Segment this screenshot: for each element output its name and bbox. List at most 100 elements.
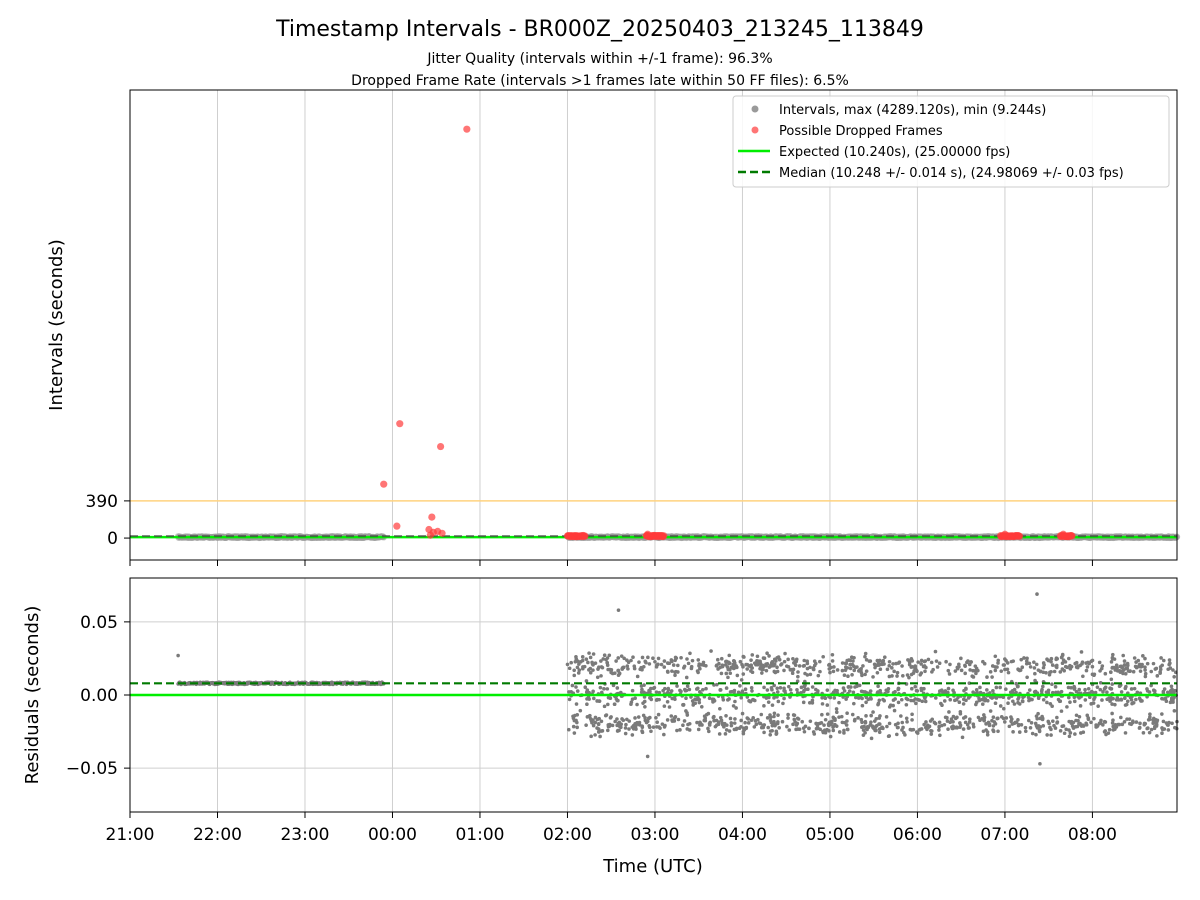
residual-point <box>778 685 783 690</box>
residual-point <box>717 732 722 736</box>
residual-point <box>575 712 580 717</box>
residual-point <box>769 720 774 725</box>
residual-point <box>727 729 732 733</box>
residual-point <box>791 656 795 661</box>
residual-point <box>1143 671 1148 676</box>
residual-point <box>794 659 799 664</box>
residual-point <box>825 727 829 732</box>
residual-point <box>782 696 786 701</box>
residual-point <box>922 686 926 691</box>
residual-point <box>640 687 644 692</box>
residual-point <box>749 685 754 690</box>
residual-point <box>841 686 846 690</box>
residual-point <box>724 659 729 664</box>
residual-point <box>642 699 647 704</box>
residual-point <box>1123 696 1127 700</box>
residual-point <box>1059 709 1064 713</box>
x-tick-label: 03:00 <box>630 825 679 845</box>
residual-point <box>651 656 655 661</box>
residual-point <box>1040 717 1045 722</box>
residual-point <box>878 688 883 693</box>
residual-point <box>749 658 753 662</box>
residual-point <box>572 673 577 678</box>
residual-point <box>998 704 1003 708</box>
residual-point <box>703 718 708 723</box>
residual-point <box>877 716 881 720</box>
residual-point <box>1063 664 1068 669</box>
residual-point <box>803 671 807 676</box>
residual-point <box>817 721 822 726</box>
residual-point <box>773 723 777 728</box>
residual-point <box>675 728 679 733</box>
dropped-frame-point <box>380 480 388 488</box>
chart-subtitle-dropped: Dropped Frame Rate (intervals >1 frames … <box>351 73 849 89</box>
residual-point <box>599 674 603 678</box>
residual-point <box>616 656 621 660</box>
residual-point <box>704 663 708 668</box>
residual-point <box>996 658 1001 663</box>
residual-outlier-point <box>1035 592 1039 596</box>
residual-point <box>1096 704 1100 708</box>
residual-point <box>852 718 857 723</box>
residual-point <box>785 724 789 729</box>
residual-point <box>797 727 802 731</box>
residual-point <box>579 659 583 664</box>
residual-point <box>765 651 769 656</box>
residual-point <box>727 661 732 666</box>
residual-point <box>1151 661 1156 666</box>
residual-point <box>718 665 722 670</box>
residual-point <box>589 734 593 739</box>
residual-point <box>1161 719 1166 724</box>
residual-point <box>951 724 955 728</box>
residual-point <box>1019 657 1024 662</box>
residual-point <box>1148 712 1152 717</box>
residual-point <box>1137 725 1142 730</box>
residual-point <box>1016 718 1020 722</box>
residual-point <box>671 663 676 667</box>
residual-point <box>577 668 582 672</box>
residual-point <box>876 702 880 707</box>
residual-point <box>948 662 952 667</box>
residual-point <box>978 690 983 695</box>
residual-point <box>786 712 790 717</box>
residual-point <box>665 718 670 722</box>
residual-point <box>598 685 603 690</box>
residual-point <box>887 705 892 709</box>
residual-point <box>750 653 755 657</box>
residual-point <box>1017 668 1021 672</box>
residual-point <box>1149 727 1154 732</box>
residual-point <box>1078 704 1083 708</box>
residual-point <box>686 661 691 666</box>
residual-point <box>736 690 741 695</box>
residual-point <box>685 684 690 689</box>
residual-point <box>885 724 889 729</box>
residual-point <box>1114 698 1119 702</box>
residual-point <box>823 696 828 701</box>
residual-point <box>1017 695 1021 700</box>
residual-point <box>1166 728 1171 732</box>
residual-point <box>772 696 776 700</box>
residual-point <box>1172 674 1176 679</box>
residual-point <box>666 686 671 691</box>
residual-point <box>1024 661 1029 666</box>
residual-point <box>862 724 866 729</box>
residual-point <box>593 661 598 665</box>
residual-point <box>1054 657 1058 662</box>
residual-point <box>734 664 738 668</box>
residual-point <box>648 690 652 694</box>
residual-point <box>698 666 702 671</box>
dropped-frame-point <box>438 529 446 537</box>
residual-point <box>656 712 661 717</box>
residual-point <box>719 718 724 723</box>
residual-point <box>1052 723 1056 728</box>
residual-point <box>833 688 837 693</box>
legend-label-expected: Expected (10.240s), (25.00000 fps) <box>779 145 1010 160</box>
residual-point <box>1014 681 1019 686</box>
residual-point <box>988 709 993 713</box>
residual-point <box>1108 699 1112 703</box>
residual-point <box>1053 685 1058 689</box>
residual-point <box>1073 725 1078 729</box>
residual-point <box>1143 665 1147 669</box>
residual-point <box>1047 721 1051 726</box>
